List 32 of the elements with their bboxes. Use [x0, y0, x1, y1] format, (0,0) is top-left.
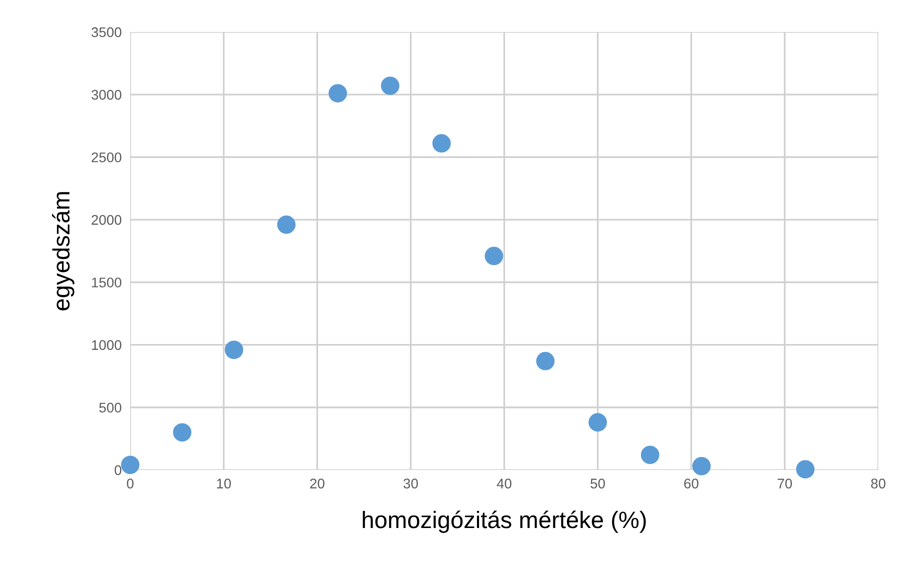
point — [328, 84, 347, 102]
point — [796, 460, 815, 479]
x-tick-label: 20 — [310, 478, 324, 488]
x-tick-label: 80 — [871, 478, 886, 488]
point — [588, 413, 607, 432]
point — [536, 352, 555, 370]
point — [224, 340, 244, 360]
point — [432, 134, 451, 153]
y-tick-label: 1000 — [92, 340, 122, 350]
y-tick-label: 0 — [114, 465, 122, 476]
point — [121, 456, 140, 474]
x-tick-label: 0 — [126, 478, 134, 488]
point — [277, 215, 296, 234]
y-tick-label: 2500 — [92, 152, 122, 162]
point — [380, 76, 400, 95]
y-tick-label: 1500 — [92, 278, 122, 288]
x-tick-label: 30 — [404, 478, 418, 488]
x-tick-label: 10 — [217, 478, 231, 488]
point — [640, 446, 660, 464]
x-axis-title: homozigózitás mértéke (%) — [362, 510, 646, 533]
y-tick-label: 3000 — [92, 90, 122, 100]
point — [692, 456, 711, 476]
x-tick-label: 60 — [684, 478, 698, 488]
x-tick-label: 50 — [590, 478, 605, 488]
y-tick-label: 500 — [99, 402, 122, 413]
y-axis-title: egyedszám — [52, 192, 74, 310]
y-tick-label: 2000 — [92, 215, 122, 225]
point — [173, 423, 192, 442]
x-tick-label: 70 — [778, 478, 792, 488]
y-tick-label: 3500 — [92, 27, 122, 38]
x-tick-label: 40 — [496, 478, 512, 488]
point — [484, 246, 504, 266]
